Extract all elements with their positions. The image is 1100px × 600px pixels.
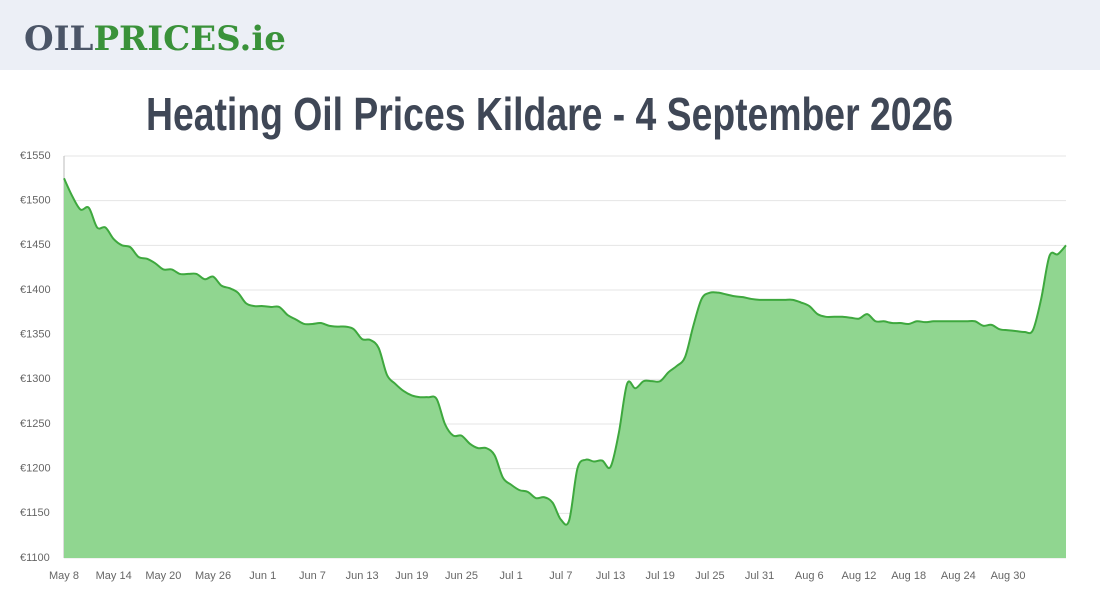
- x-tick-label: Aug 12: [842, 570, 877, 582]
- x-tick-label: Jun 1: [249, 570, 276, 582]
- y-tick-label: €1200: [20, 463, 51, 475]
- x-tick-label: Jun 25: [445, 570, 478, 582]
- y-tick-label: €1400: [20, 284, 51, 296]
- y-tick-label: €1500: [20, 195, 51, 207]
- logo[interactable]: OILPRICES.ie: [24, 19, 286, 59]
- x-tick-label: May 14: [96, 570, 132, 582]
- x-tick-label: Jul 19: [646, 570, 675, 582]
- logo-part: PRICES.ie: [93, 19, 285, 59]
- area: [64, 178, 1066, 559]
- line: [63, 177, 1067, 526]
- y-tick-label: €1100: [20, 552, 50, 564]
- x-tick-label: Aug 24: [941, 570, 976, 582]
- y-tick-label: €1350: [20, 329, 51, 341]
- y-tick-label: €1300: [20, 373, 51, 385]
- x-tick-label: Jun 7: [299, 570, 326, 582]
- x-tick-label: Aug 18: [891, 570, 926, 582]
- logo-part: OIL: [24, 19, 94, 59]
- y-tick-label: €1150: [20, 507, 50, 519]
- x-tick-label: Jun 19: [395, 570, 428, 582]
- y-tick-label: €1450: [20, 239, 51, 251]
- x-tick-label: May 8: [49, 570, 79, 582]
- x-tick-label: May 20: [145, 570, 181, 582]
- y-tick-label: €1550: [20, 150, 51, 162]
- x-tick-label: Aug 30: [991, 570, 1026, 582]
- x-tick-label: Jul 25: [695, 570, 724, 582]
- x-tick-label: Jul 7: [549, 570, 572, 582]
- x-tick-label: Jul 1: [500, 570, 523, 582]
- y-tick-label: €1250: [20, 418, 51, 430]
- x-tick-label: Aug 6: [795, 570, 824, 582]
- x-tick-label: Jul 31: [745, 570, 774, 582]
- x-tick-label: Jun 13: [346, 570, 379, 582]
- header-bar: [0, 0, 1100, 70]
- x-tick-label: Jul 13: [596, 570, 625, 582]
- chart-title: Heating Oil Prices Kildare - 4 September…: [146, 88, 953, 140]
- x-tick-label: May 26: [195, 570, 231, 582]
